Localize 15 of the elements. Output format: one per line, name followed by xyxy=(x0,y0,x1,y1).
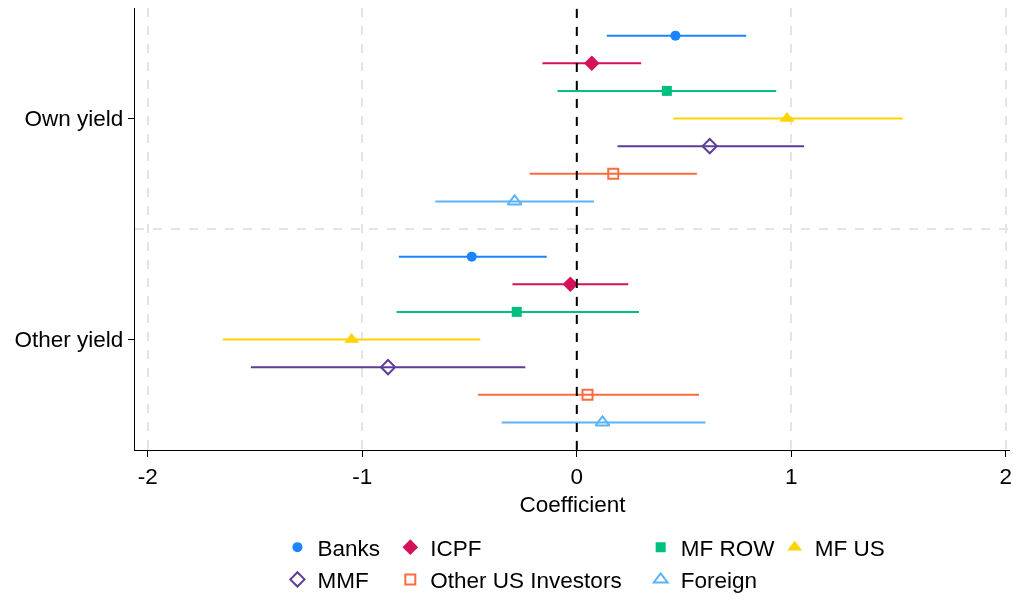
legend-label: MF US xyxy=(814,535,885,561)
x-tick-label: 1 xyxy=(784,464,798,490)
legend-label: Foreign xyxy=(680,568,757,594)
x-tick-label: 2 xyxy=(999,464,1012,490)
y-tick-label: Own yield xyxy=(24,106,124,132)
x-tick-label: -2 xyxy=(137,464,158,490)
x-tick-label: -1 xyxy=(352,464,373,490)
legend-label: MF ROW xyxy=(680,535,776,561)
y-tick-label: Other yield xyxy=(14,327,124,353)
legend-label: MMF xyxy=(317,568,369,594)
legend-label: Banks xyxy=(317,535,380,561)
x-tick-label: 0 xyxy=(570,464,584,490)
x-axis-title: Coefficient xyxy=(519,492,627,518)
legend-label: Other US Investors xyxy=(430,568,622,594)
legend-label: ICPF xyxy=(430,535,482,561)
